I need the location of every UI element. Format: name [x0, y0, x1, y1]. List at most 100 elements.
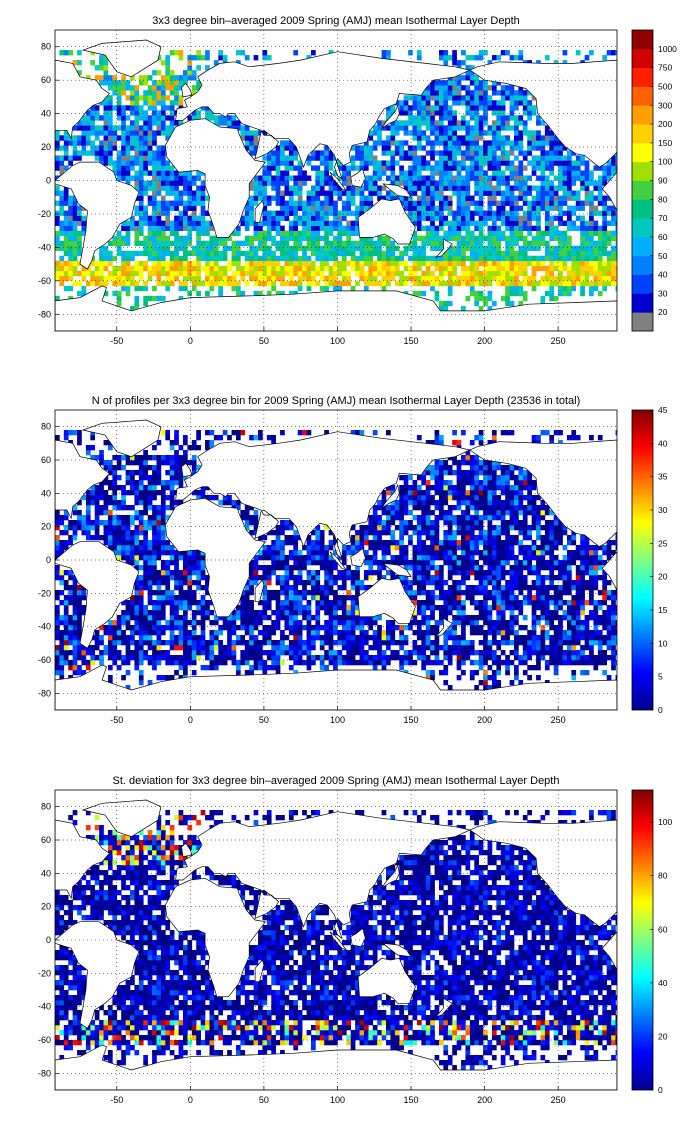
- data-cell: [465, 640, 470, 645]
- data-cell: [280, 256, 285, 261]
- data-cell: [121, 615, 126, 620]
- data-cell: [470, 620, 475, 625]
- data-cell: [470, 600, 475, 605]
- data-cell: [55, 271, 60, 276]
- data-cell: [112, 655, 117, 660]
- data-cell: [532, 645, 537, 650]
- data-cell: [479, 155, 484, 160]
- data-cell: [567, 150, 572, 155]
- data-cell: [505, 266, 510, 271]
- data-cell: [152, 181, 157, 186]
- data-cell: [585, 276, 590, 281]
- data-cell: [289, 650, 294, 655]
- data-cell: [117, 85, 122, 90]
- data-cell: [289, 600, 294, 605]
- data-cell: [192, 211, 197, 216]
- data-cell: [448, 291, 453, 296]
- data-cell: [443, 640, 448, 645]
- data-cell: [443, 605, 448, 610]
- data-cell: [307, 246, 312, 251]
- data-cell: [121, 261, 126, 266]
- data-cell: [342, 600, 347, 605]
- data-cell: [593, 206, 598, 211]
- data-cell: [545, 155, 550, 160]
- data-cell: [249, 246, 254, 251]
- data-cell: [390, 130, 395, 135]
- data-cell: [563, 165, 568, 170]
- data-cell: [214, 271, 219, 276]
- data-cell: [563, 615, 568, 620]
- data-cell: [152, 665, 157, 670]
- data-cell: [170, 186, 175, 191]
- data-cell: [426, 595, 431, 600]
- data-cell: [567, 655, 572, 660]
- data-cell: [390, 655, 395, 660]
- data-cell: [602, 286, 607, 291]
- data-cell: [571, 620, 576, 625]
- data-cell: [527, 140, 532, 145]
- data-cell: [514, 55, 519, 60]
- data-cell: [108, 276, 113, 281]
- data-cell: [607, 276, 612, 281]
- data-cell: [430, 261, 435, 266]
- data-cell: [249, 216, 254, 221]
- data-cell: [580, 635, 585, 640]
- data-cell: [532, 625, 537, 630]
- data-cell: [532, 605, 537, 610]
- colorbar-swatch: [632, 293, 653, 312]
- data-cell: [59, 155, 64, 160]
- data-cell: [267, 251, 272, 256]
- data-cell: [245, 271, 250, 276]
- data-cell: [236, 625, 241, 630]
- data-cell: [267, 246, 272, 251]
- data-cell: [435, 130, 440, 135]
- data-cell: [161, 625, 166, 630]
- data-cell: [298, 256, 303, 261]
- data-cell: [117, 615, 122, 620]
- data-cell: [536, 160, 541, 165]
- data-cell: [505, 256, 510, 261]
- data-cell: [99, 640, 104, 645]
- data-cell: [55, 645, 60, 650]
- data-cell: [81, 140, 86, 145]
- data-cell: [121, 175, 126, 180]
- data-cell: [483, 296, 488, 301]
- data-cell: [567, 271, 572, 276]
- data-cell: [399, 261, 404, 266]
- data-cell: [148, 85, 153, 90]
- data-cell: [157, 95, 162, 100]
- data-cell: [165, 70, 170, 75]
- data-cell: [161, 296, 166, 301]
- data-cell: [285, 281, 290, 286]
- data-cell: [134, 605, 139, 610]
- data-cell: [417, 201, 422, 206]
- data-cell: [139, 605, 144, 610]
- data-cell: [157, 296, 162, 301]
- data-cell: [134, 120, 139, 125]
- data-cell: [558, 150, 563, 155]
- data-cell: [249, 201, 254, 206]
- data-cell: [170, 221, 175, 226]
- data-cell: [439, 125, 444, 130]
- data-cell: [576, 595, 581, 600]
- data-cell: [395, 271, 400, 276]
- data-cell: [232, 286, 237, 291]
- data-cell: [134, 296, 139, 301]
- data-cell: [315, 655, 320, 660]
- data-cell: [64, 660, 69, 665]
- data-cell: [262, 165, 267, 170]
- data-cell: [585, 201, 590, 206]
- data-cell: [457, 160, 462, 165]
- data-cell: [157, 216, 162, 221]
- data-cell: [333, 186, 338, 191]
- data-cell: [143, 281, 148, 286]
- data-cell: [117, 630, 122, 635]
- data-cell: [170, 85, 175, 90]
- data-cell: [152, 650, 157, 655]
- data-cell: [479, 85, 484, 90]
- data-cell: [157, 655, 162, 660]
- data-cell: [593, 241, 598, 246]
- data-cell: [73, 155, 78, 160]
- data-cell: [386, 165, 391, 170]
- data-cell: [505, 286, 510, 291]
